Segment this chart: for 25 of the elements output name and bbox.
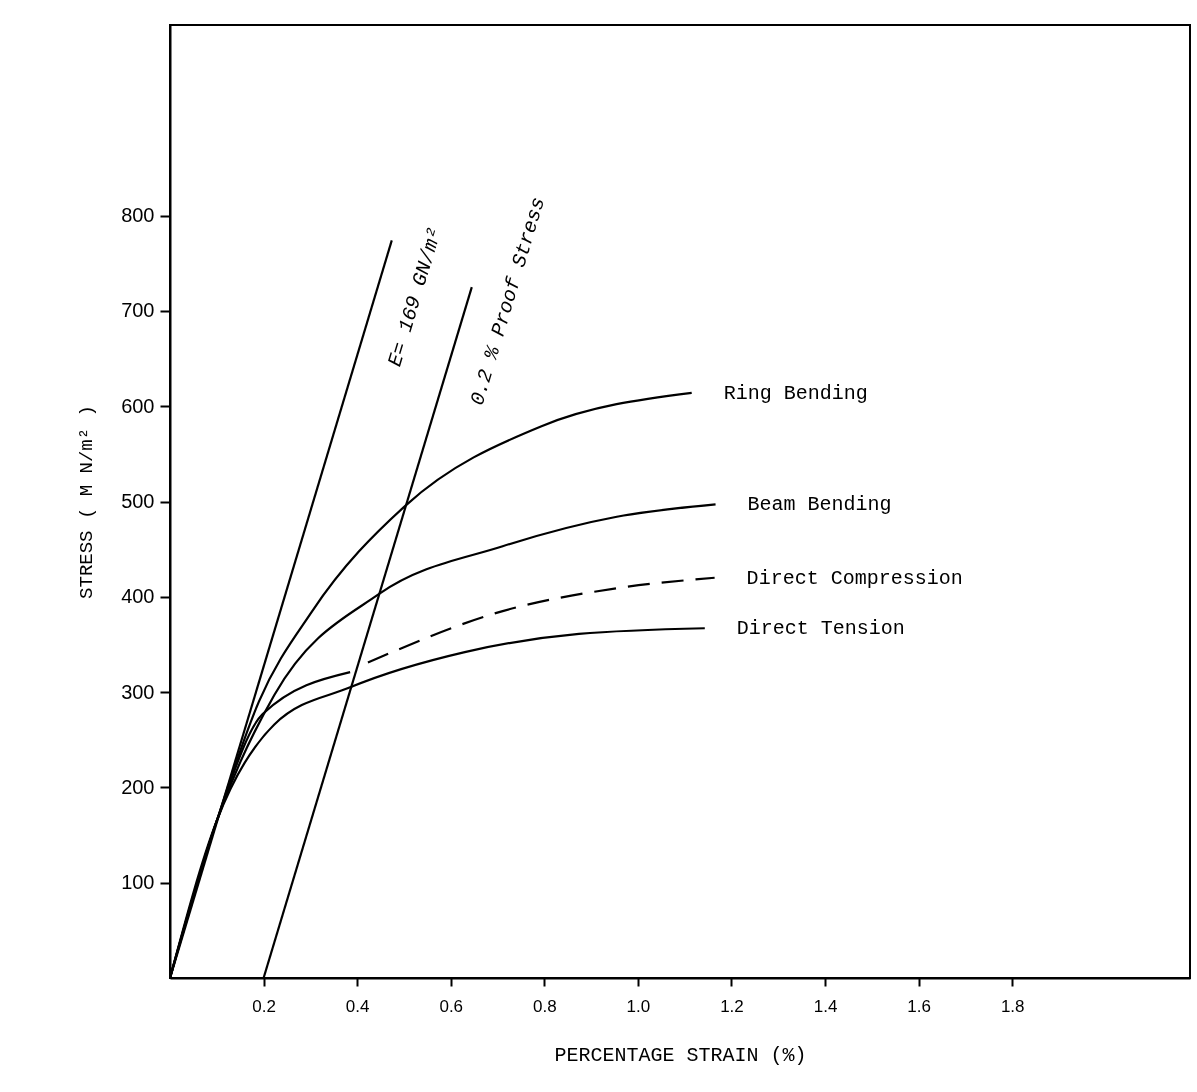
y-tick-label: 400 — [121, 585, 155, 608]
x-tick-label: 1.2 — [720, 996, 744, 1016]
y-tick-label: 700 — [121, 299, 155, 322]
y-tick-label: 100 — [121, 871, 155, 894]
y-tick-label: 600 — [121, 394, 155, 417]
y-tick-label: 200 — [121, 775, 155, 798]
x-tick-label: 1.6 — [907, 996, 931, 1016]
series-label: Direct Compression — [746, 566, 963, 590]
x-tick-label: 1.4 — [813, 996, 838, 1016]
series-label: Direct Tension — [736, 617, 905, 641]
y-tick-label: 300 — [121, 680, 155, 703]
y-tick-label: 500 — [121, 490, 155, 512]
y-axis-title: STRESS ( M N/m² ) — [76, 405, 99, 599]
x-tick-label: 0.4 — [345, 996, 370, 1016]
x-tick-label: 0.8 — [532, 996, 557, 1016]
series-label: Beam Bending — [747, 493, 892, 517]
x-tick-label: 0.6 — [439, 996, 464, 1016]
x-tick-label: 1.0 — [626, 996, 651, 1016]
x-axis-title: PERCENTAGE STRAIN (%) — [554, 1043, 807, 1067]
series-label: Ring Bending — [723, 381, 868, 405]
x-tick-label: 1.8 — [1000, 996, 1025, 1016]
text: E= 169 GN/m² — [383, 224, 448, 370]
y-tick-label: 800 — [121, 204, 155, 227]
text: 0.2 % Proof Stress — [465, 194, 551, 408]
x-tick-label: 0.2 — [252, 996, 276, 1016]
